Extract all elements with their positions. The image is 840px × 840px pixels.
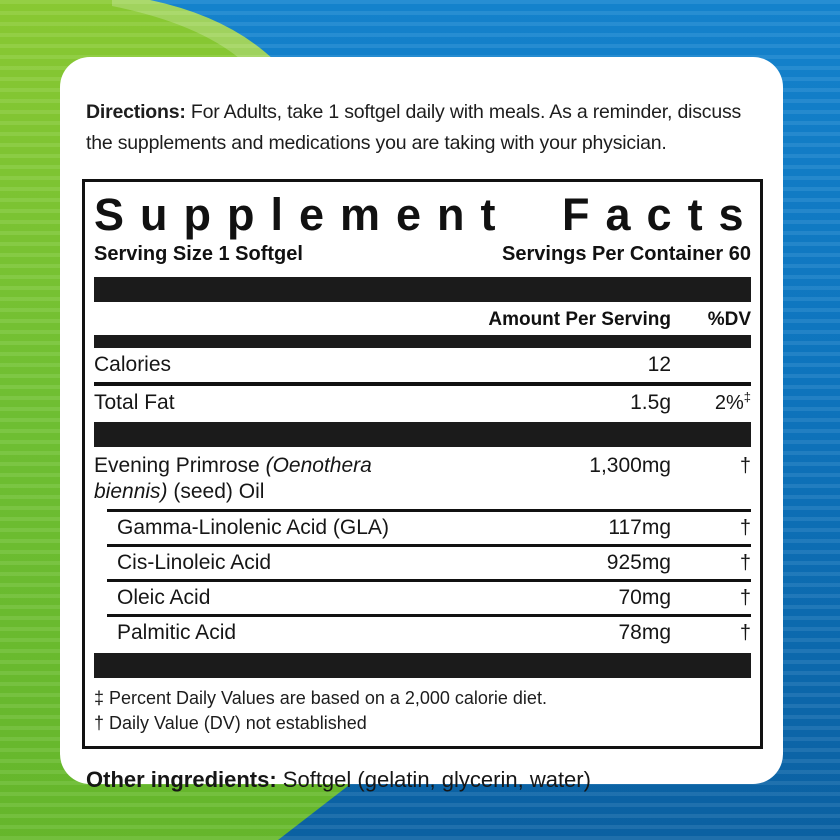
table-row-gamma-linolenic: Gamma-Linolenic Acid (GLA) 117mg † — [107, 509, 751, 544]
other-ingredients-text: Softgel (gelatin, glycerin, water) — [276, 767, 591, 792]
header-amount-per-serving: Amount Per Serving — [488, 309, 671, 330]
table-row-evening-primrose: Evening Primrose (Oenothera biennis) (se… — [94, 447, 751, 509]
footnotes: ‡ Percent Daily Values are based on a 2,… — [94, 686, 751, 736]
header-percent-dv: %DV — [707, 309, 751, 330]
nutrient-dv: † — [739, 587, 751, 609]
label-card: Directions: For Adults, take 1 softgel d… — [60, 57, 783, 792]
nutrient-amount: 70mg — [618, 586, 671, 609]
nutrient-dv: † — [739, 552, 751, 574]
separator-bar-thick-1 — [94, 277, 751, 302]
nutrient-amount: 117mg — [608, 516, 671, 539]
dv-value: 2% — [714, 392, 744, 414]
table-row-oleic: Oleic Acid 70mg † — [107, 579, 751, 614]
directions-label: Directions: — [86, 101, 186, 123]
nutrient-dv: † — [739, 622, 751, 644]
nutrient-name: Total Fat — [94, 391, 175, 414]
nutrient-amount: 12 — [647, 353, 671, 376]
nutrient-name: Oleic Acid — [117, 586, 211, 609]
directions-paragraph: Directions: For Adults, take 1 softgel d… — [86, 97, 757, 159]
nutrient-name: Cis-Linoleic Acid — [117, 551, 272, 574]
table-row-cis-linoleic: Cis-Linoleic Acid 925mg † — [107, 544, 751, 579]
separator-bar-thick-2 — [94, 422, 751, 447]
servings-per-container: Servings Per Container 60 — [502, 243, 751, 265]
serving-size: Serving Size 1 Softgel — [94, 243, 303, 265]
table-row-palmitic: Palmitic Acid 78mg † — [107, 614, 751, 649]
other-ingredients-label: Other ingredients: — [86, 767, 277, 792]
nutrient-dv: † — [739, 517, 751, 539]
nutrient-amount: 78mg — [618, 621, 671, 644]
table-row-calories: Calories 12 — [94, 348, 751, 386]
footnote-daily-values: ‡ Percent Daily Values are based on a 2,… — [94, 688, 547, 708]
nutrient-name: Palmitic Acid — [117, 621, 237, 644]
name-regular-2: (seed) Oil — [167, 480, 265, 503]
separator-bar-thin — [94, 335, 751, 348]
nutrient-name: Gamma-Linolenic Acid (GLA) — [117, 516, 389, 539]
panel-title: Supplement Facts — [94, 189, 760, 240]
nutrient-dv: † — [739, 455, 751, 477]
other-ingredients: Other ingredients: Softgel (gelatin, gly… — [86, 766, 757, 794]
nutrient-amount: 925mg — [606, 551, 671, 574]
table-row-total-fat: Total Fat 1.5g 2%‡ — [94, 386, 751, 420]
nutrient-name: Evening Primrose (Oenothera biennis) (se… — [94, 453, 429, 505]
separator-bar-thick-3 — [94, 653, 751, 678]
nutrient-name: Calories — [94, 353, 172, 376]
column-header-row: Amount Per Serving %DV — [94, 309, 751, 331]
supplement-facts-panel: Supplement Facts Serving Size 1 Softgel … — [82, 179, 763, 749]
serving-row: Serving Size 1 Softgel Servings Per Cont… — [94, 242, 751, 266]
nutrient-amount: 1.5g — [630, 391, 671, 414]
nutrient-dv: 2%‡ — [671, 390, 751, 416]
footnote-dv-not-established: † Daily Value (DV) not established — [94, 713, 367, 733]
directions-text: For Adults, take 1 softgel daily with me… — [86, 101, 742, 154]
double-dagger-symbol: ‡ — [743, 389, 751, 405]
nutrient-amount: 1,300mg — [589, 454, 671, 477]
name-latin-italic: (Oenothera biennis) — [94, 454, 372, 503]
name-regular: Evening Primrose — [94, 454, 266, 477]
